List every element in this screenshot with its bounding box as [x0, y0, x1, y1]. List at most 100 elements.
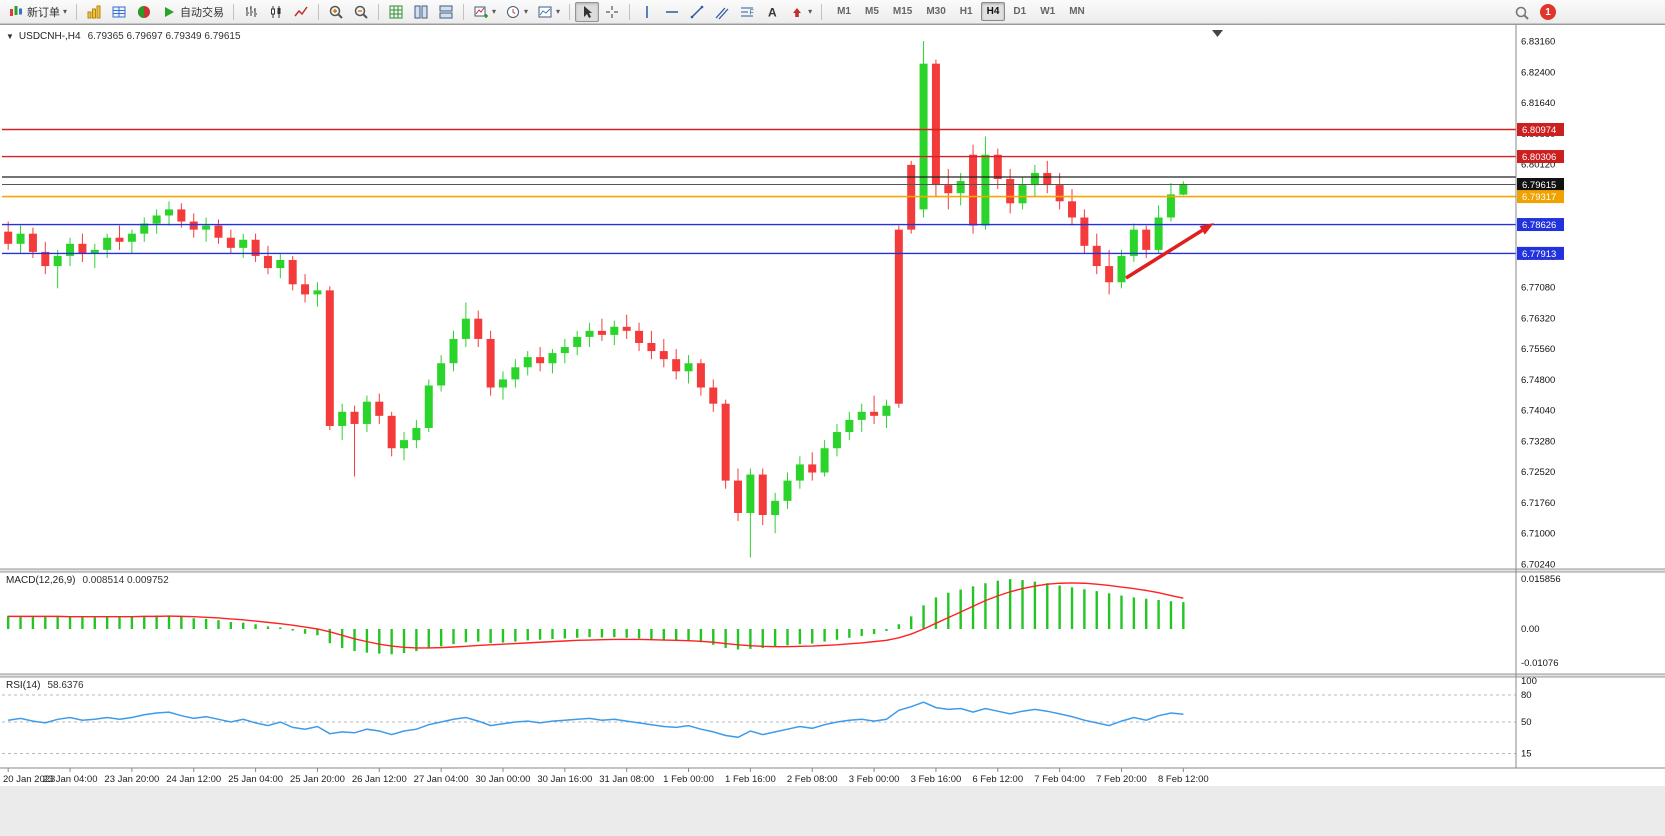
new-chart-button[interactable]: ▾	[469, 2, 500, 22]
candle[interactable]	[387, 415, 396, 449]
candle[interactable]	[635, 330, 644, 343]
candle[interactable]	[721, 403, 730, 481]
text-tool-button[interactable]: A	[760, 2, 784, 22]
candle[interactable]	[350, 411, 359, 424]
candle[interactable]	[90, 249, 99, 254]
candle[interactable]	[709, 387, 718, 404]
candle[interactable]	[647, 342, 656, 352]
candle[interactable]	[734, 480, 743, 513]
candle[interactable]	[412, 427, 421, 441]
candle[interactable]	[944, 185, 953, 194]
candle[interactable]	[597, 330, 606, 335]
fibonacci-button[interactable]: F	[735, 2, 759, 22]
candle[interactable]	[449, 338, 458, 364]
candle[interactable]	[931, 63, 940, 186]
candle[interactable]	[832, 432, 841, 449]
candle[interactable]	[461, 318, 470, 339]
candle[interactable]	[338, 411, 347, 426]
navigator-button[interactable]	[132, 2, 156, 22]
candle[interactable]	[301, 284, 310, 295]
timeframe-m1-button[interactable]: M1	[837, 6, 851, 17]
candle[interactable]	[288, 259, 297, 285]
candle[interactable]	[177, 209, 186, 222]
candle[interactable]	[870, 411, 879, 416]
search-button[interactable]	[1510, 3, 1534, 23]
candle[interactable]	[251, 239, 260, 256]
candle[interactable]	[746, 474, 755, 513]
zoom-in-button[interactable]	[324, 2, 348, 22]
new-order-button[interactable]: 新订单 ▾	[4, 2, 71, 22]
candle[interactable]	[437, 363, 446, 386]
candle[interactable]	[1117, 255, 1126, 283]
candle[interactable]	[1142, 229, 1151, 250]
timeframe-m15-button[interactable]: M15	[892, 6, 913, 17]
period-button[interactable]: ▾	[501, 2, 532, 22]
time-axis[interactable]	[0, 768, 1665, 787]
candle[interactable]	[993, 154, 1002, 180]
candle[interactable]	[783, 480, 792, 501]
candle[interactable]	[684, 363, 693, 372]
candle[interactable]	[276, 259, 285, 269]
data-window-button[interactable]	[107, 2, 131, 22]
candle[interactable]	[202, 225, 211, 230]
templates-button[interactable]: ▾	[533, 2, 564, 22]
candle[interactable]	[919, 63, 928, 210]
timeframe-mn-button[interactable]: MN	[1069, 6, 1085, 17]
tile-horizontal-button[interactable]	[434, 2, 458, 22]
candle[interactable]	[1018, 185, 1027, 204]
candle[interactable]	[1129, 229, 1138, 256]
candle[interactable]	[239, 239, 248, 248]
candle[interactable]	[214, 225, 223, 238]
timeframe-m5-button[interactable]: M5	[864, 6, 879, 17]
zoom-out-button[interactable]	[349, 2, 373, 22]
candle[interactable]	[1092, 245, 1101, 267]
candle[interactable]	[659, 351, 668, 360]
candle[interactable]	[882, 405, 891, 416]
candle[interactable]	[956, 181, 965, 194]
candle[interactable]	[498, 379, 507, 388]
candle[interactable]	[573, 336, 582, 348]
trendline-button[interactable]	[685, 2, 709, 22]
candle[interactable]	[263, 255, 272, 269]
candle[interactable]	[696, 363, 705, 388]
candle[interactable]	[548, 353, 557, 364]
candle[interactable]	[78, 243, 87, 254]
vertical-line-button[interactable]	[635, 2, 659, 22]
candle[interactable]	[808, 464, 817, 473]
candle[interactable]	[189, 221, 198, 230]
candle[interactable]	[771, 500, 780, 516]
candle[interactable]	[362, 401, 371, 424]
candle[interactable]	[4, 231, 13, 244]
candle[interactable]	[164, 209, 173, 216]
candle[interactable]	[758, 474, 767, 516]
chart-plot-area[interactable]	[0, 25, 1516, 569]
market-watch-button[interactable]	[82, 2, 106, 22]
candle[interactable]	[375, 401, 384, 416]
candle[interactable]	[536, 357, 545, 364]
candle[interactable]	[1080, 217, 1089, 246]
candle[interactable]	[795, 464, 804, 481]
candle[interactable]	[1043, 172, 1052, 186]
timeframe-h1-button[interactable]: H1	[959, 6, 973, 17]
horizontal-line-button[interactable]	[660, 2, 684, 22]
chart-canvas[interactable]: 6.831606.824006.816406.808806.801206.793…	[0, 25, 1665, 787]
candle[interactable]	[511, 367, 520, 380]
candle[interactable]	[140, 223, 149, 234]
candle[interactable]	[53, 255, 62, 267]
candle[interactable]	[474, 318, 483, 339]
candle[interactable]	[1055, 185, 1064, 202]
candle[interactable]	[16, 233, 25, 244]
bar-chart-button[interactable]	[239, 2, 263, 22]
candlestick-chart-button[interactable]	[264, 2, 288, 22]
candle[interactable]	[103, 237, 112, 250]
cursor-button[interactable]	[575, 1, 600, 22]
grid-button[interactable]	[384, 2, 408, 22]
candle[interactable]	[115, 237, 124, 242]
auto-trading-button[interactable]: 自动交易	[157, 2, 228, 22]
notification-badge[interactable]: 1	[1540, 4, 1556, 20]
candle[interactable]	[424, 385, 433, 428]
line-chart-button[interactable]	[289, 2, 313, 22]
candle[interactable]	[845, 419, 854, 433]
candle[interactable]	[1154, 217, 1163, 250]
candle[interactable]	[1105, 266, 1114, 283]
